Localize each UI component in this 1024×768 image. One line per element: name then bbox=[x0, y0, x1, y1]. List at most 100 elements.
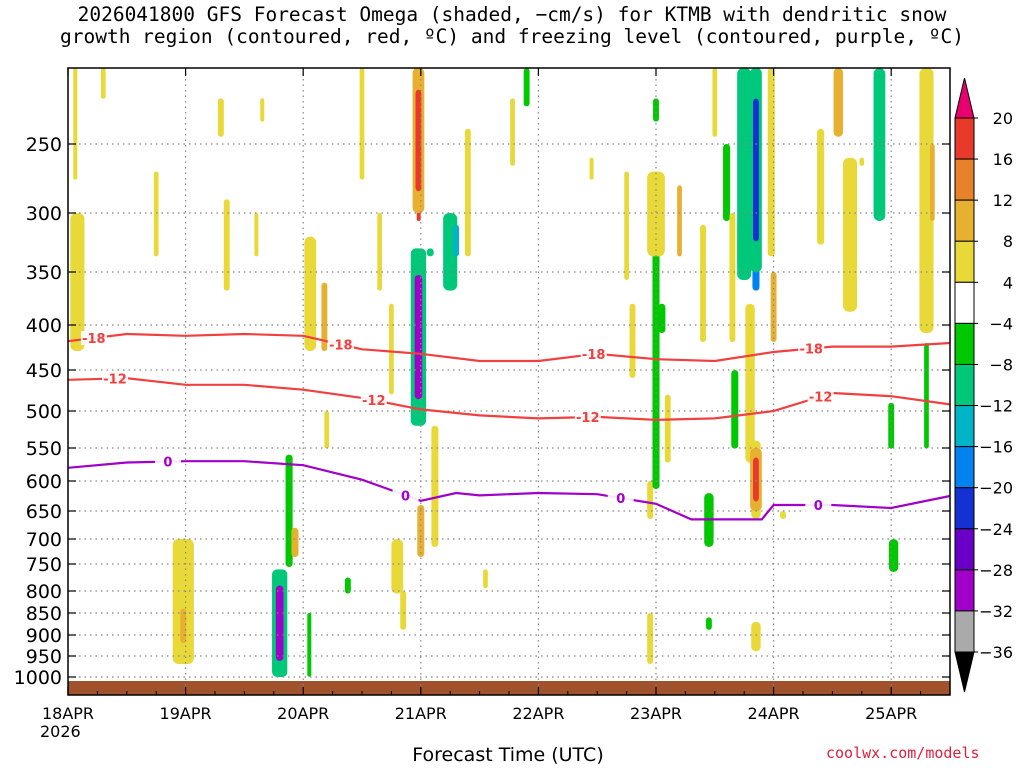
y-tick-label: 450 bbox=[26, 360, 62, 382]
contour-label: 0 bbox=[814, 499, 823, 514]
grid-lines bbox=[68, 68, 950, 695]
chart-title-line-2: growth region (contoured, red, ºC) and f… bbox=[60, 25, 964, 48]
omega-blob bbox=[344, 577, 351, 594]
omega-blob bbox=[260, 98, 265, 122]
omega-blob bbox=[324, 411, 330, 449]
contour-lines: -18 -18 -18 -18 -12 -12 -12 -12 0 0 0 0 bbox=[67, 331, 951, 521]
colorbar-label: 8 bbox=[1003, 232, 1013, 251]
omega-blob bbox=[307, 613, 312, 677]
colorbar-label: −4 bbox=[989, 314, 1013, 333]
contour-label: -12 bbox=[576, 411, 600, 426]
site-credit[interactable]: coolwx.com/models bbox=[826, 744, 980, 762]
colorbar-bin bbox=[954, 446, 975, 489]
y-tick-label: 500 bbox=[26, 401, 62, 423]
omega-blob bbox=[254, 213, 259, 257]
omega-blob bbox=[629, 303, 636, 378]
omega-blob bbox=[700, 224, 706, 342]
colorbar-bin bbox=[954, 569, 975, 612]
colorbar: 20 16 12 8 4 −4 −8 −12 −16 −20 −24 −28 −32 −36 bbox=[954, 77, 1013, 693]
contour-label-bg bbox=[327, 337, 354, 352]
colorbar-bin bbox=[954, 610, 975, 653]
omega-blob bbox=[833, 68, 843, 137]
omega-blob bbox=[453, 224, 460, 257]
x-tick-label: 24APR bbox=[748, 704, 800, 723]
colorbar-bin bbox=[954, 322, 975, 365]
omega-blob bbox=[664, 394, 671, 463]
omega-blob bbox=[291, 527, 299, 557]
contour-label-bg bbox=[360, 393, 387, 408]
colorbar-label: 4 bbox=[1003, 273, 1013, 292]
omega-blob bbox=[389, 303, 394, 395]
omega-blob bbox=[737, 68, 752, 280]
contour-label-bg bbox=[392, 488, 419, 503]
omega-blob bbox=[464, 128, 471, 257]
omega-blob bbox=[100, 68, 106, 99]
omega-blob bbox=[859, 157, 865, 166]
x-tick-label: 23APR bbox=[630, 704, 682, 723]
omega-blob bbox=[924, 343, 929, 449]
omega-blob bbox=[647, 481, 654, 519]
omega-blob bbox=[712, 68, 718, 137]
omega-blob bbox=[153, 171, 159, 257]
contour-label: -12 bbox=[362, 394, 386, 409]
colorbar-bin bbox=[954, 363, 975, 407]
contour-label: 0 bbox=[401, 489, 410, 504]
omega-blob bbox=[624, 171, 629, 280]
x-tick-label: 25APR bbox=[865, 704, 917, 723]
omega-blob bbox=[731, 370, 739, 449]
contour-label-bg bbox=[102, 371, 129, 386]
chart-title: 2026041800 GFS Forecast Omega (shaded, −… bbox=[0, 4, 1024, 48]
omega-shading bbox=[68, 68, 950, 695]
x-tick-label: 20APR bbox=[277, 704, 329, 723]
colorbar-label: −8 bbox=[989, 355, 1013, 374]
omega-blob bbox=[510, 98, 515, 166]
y-tick-label: 600 bbox=[26, 471, 62, 493]
colorbar-bin bbox=[954, 199, 975, 242]
omega-blob bbox=[431, 425, 439, 547]
omega-blob bbox=[729, 213, 736, 342]
y-tick-label: 550 bbox=[26, 438, 62, 460]
omega-blob bbox=[745, 303, 755, 463]
y-tick-label: 250 bbox=[26, 134, 62, 156]
omega-blob bbox=[705, 617, 712, 630]
x-axis-title: Forecast Time (UTC) bbox=[412, 744, 604, 766]
colorbar-bin bbox=[954, 405, 975, 448]
colorbar-label: 16 bbox=[993, 150, 1013, 169]
y-tick-label: 300 bbox=[26, 203, 62, 225]
omega-blob bbox=[217, 98, 224, 137]
contour-line bbox=[67, 460, 951, 521]
omega-blob bbox=[483, 569, 488, 589]
colorbar-label: −20 bbox=[979, 479, 1013, 498]
contour-label: 0 bbox=[163, 456, 172, 471]
omega-blob bbox=[817, 128, 825, 245]
colorbar-label: −28 bbox=[979, 561, 1013, 580]
contour-label-bg bbox=[154, 454, 181, 469]
colorbar-bin bbox=[954, 240, 975, 283]
omega-blob bbox=[321, 282, 328, 351]
contour-label-bg bbox=[580, 347, 607, 362]
omega-blob bbox=[723, 144, 731, 221]
omega-blob bbox=[400, 591, 407, 630]
omega-blob bbox=[842, 157, 858, 312]
omega-blob bbox=[888, 539, 899, 572]
omega-blob bbox=[873, 68, 886, 221]
y-tick-label: 850 bbox=[26, 603, 62, 625]
contour-label-bg bbox=[807, 389, 834, 404]
omega-blob bbox=[304, 236, 317, 351]
omega-blob bbox=[172, 539, 194, 664]
y-tick-label: 400 bbox=[26, 315, 62, 337]
omega-region-core bbox=[415, 89, 422, 192]
y-tick-label: 950 bbox=[26, 646, 62, 668]
omega-blob bbox=[426, 248, 434, 257]
omega-blob bbox=[391, 539, 404, 594]
omega-blob bbox=[70, 213, 85, 351]
contour-label-bg bbox=[805, 498, 832, 512]
colorbar-bin bbox=[954, 528, 975, 571]
omega-blob bbox=[223, 199, 230, 291]
omega-region-core bbox=[753, 457, 759, 502]
omega-region-core bbox=[275, 585, 284, 661]
omega-blob bbox=[589, 157, 594, 180]
colorbar-label: 12 bbox=[993, 191, 1013, 210]
omega-blob bbox=[653, 98, 659, 122]
